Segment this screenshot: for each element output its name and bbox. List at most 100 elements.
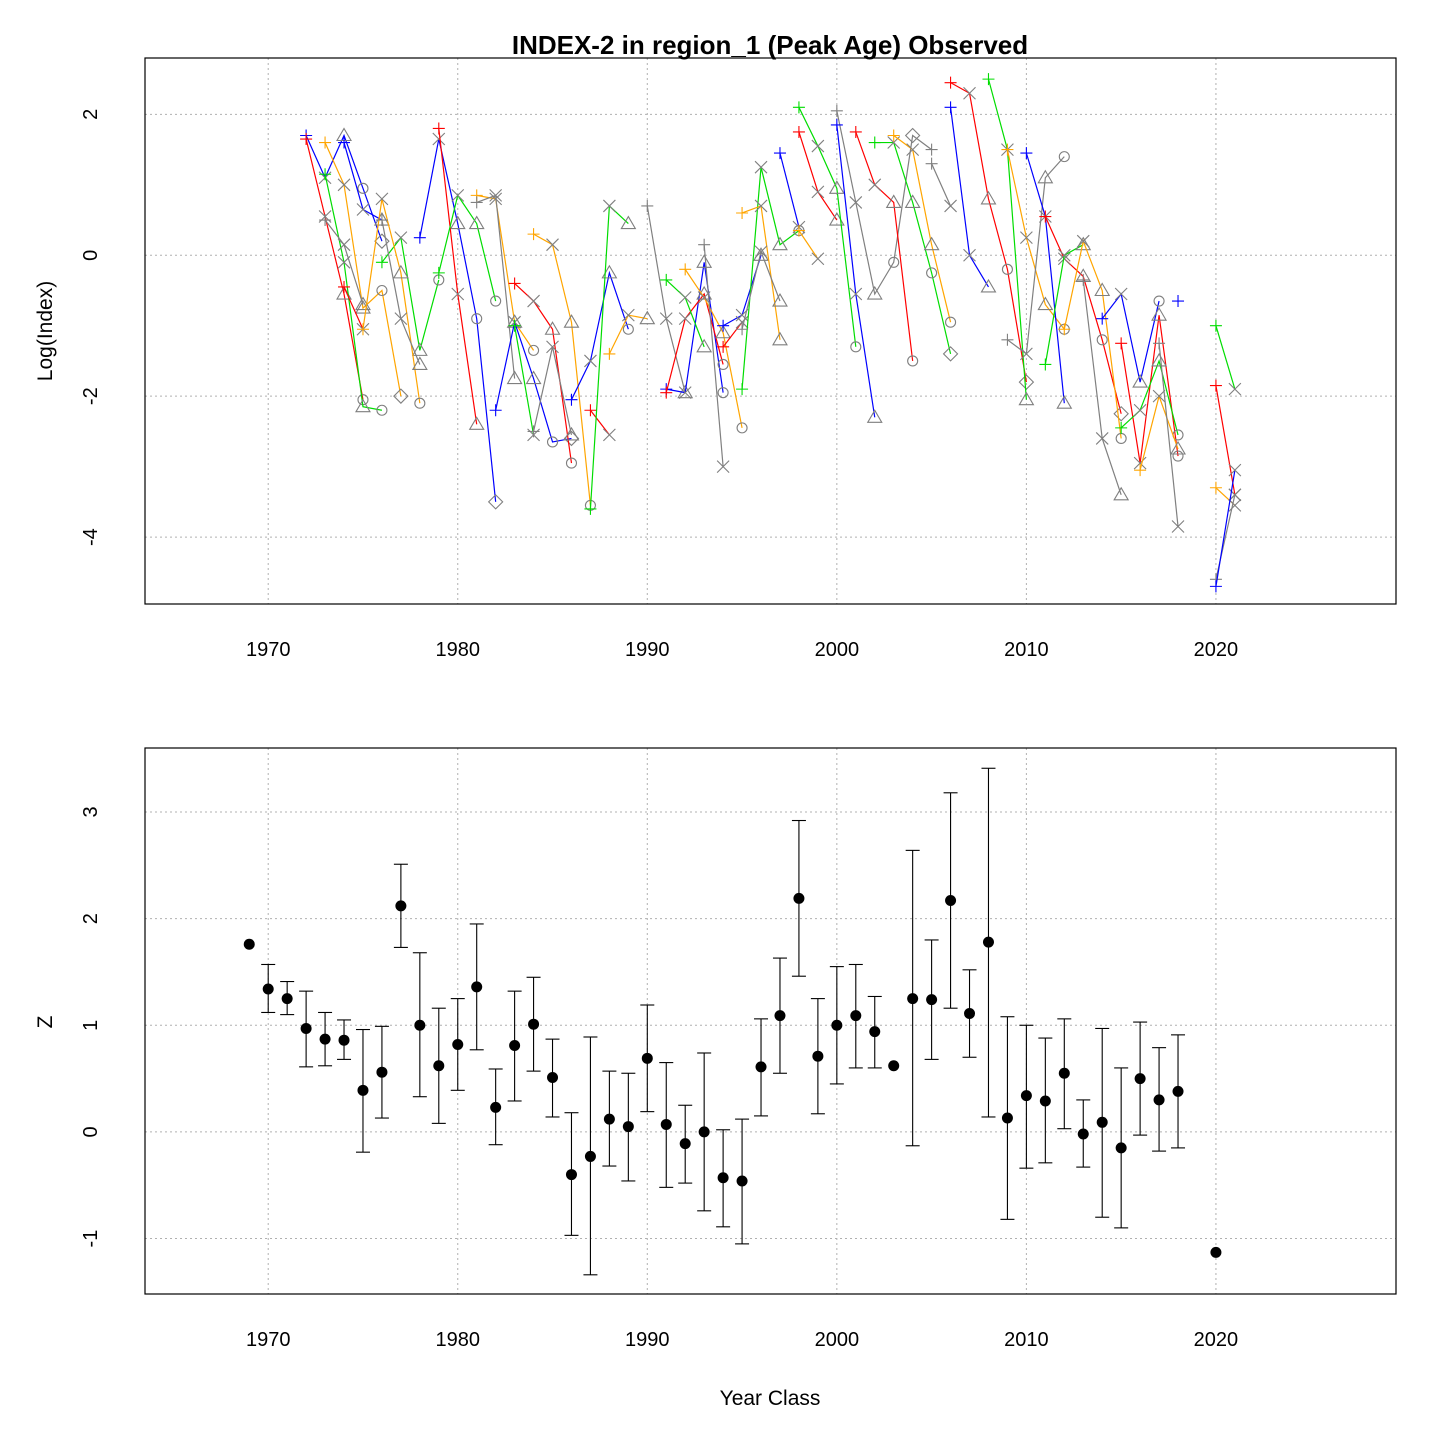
z-point xyxy=(452,1038,464,1050)
z-estimate xyxy=(754,1018,769,1117)
data-point-marker xyxy=(1114,287,1128,301)
data-point-marker xyxy=(1095,432,1109,445)
data-point-marker xyxy=(735,315,749,329)
data-point-marker xyxy=(792,101,805,114)
data-point-marker xyxy=(885,194,902,208)
cohort-line xyxy=(1139,394,1179,471)
cohort-line xyxy=(419,138,497,502)
data-point-marker xyxy=(1020,147,1033,160)
cohort-series xyxy=(527,228,596,511)
data-point-marker xyxy=(508,319,521,332)
top-x-tick-label: 2000 xyxy=(815,639,860,661)
data-point-marker xyxy=(506,370,523,385)
data-point-marker xyxy=(678,291,692,304)
cohort-series xyxy=(887,129,957,328)
data-point-marker xyxy=(584,354,597,368)
data-point-marker xyxy=(356,203,370,216)
data-point-marker xyxy=(1039,358,1052,371)
z-estimate xyxy=(299,990,314,1068)
data-point-marker xyxy=(1094,282,1111,297)
data-point-marker xyxy=(698,238,711,251)
data-point-marker xyxy=(1134,464,1147,477)
z-estimate xyxy=(450,998,465,1091)
data-point-marker xyxy=(1228,488,1242,502)
data-point-marker xyxy=(1096,334,1108,346)
data-point-marker xyxy=(392,264,409,279)
cohort-line xyxy=(1158,343,1179,527)
data-point-marker xyxy=(432,266,445,279)
data-point-marker xyxy=(622,323,634,335)
data-point-marker xyxy=(337,178,351,192)
z-point xyxy=(243,938,255,950)
z-estimate xyxy=(1210,1246,1222,1258)
bottom-y-tick-label: 3 xyxy=(80,806,102,817)
data-point-marker xyxy=(546,238,559,252)
data-point-marker xyxy=(659,312,673,326)
data-point-marker xyxy=(1058,323,1071,336)
cohort-series xyxy=(356,192,426,409)
cohort-series xyxy=(717,315,749,353)
data-point-marker xyxy=(678,312,692,326)
z-estimate xyxy=(1133,1021,1148,1136)
top-panel: INDEX-2 in region_1 (Peak Age) Observed … xyxy=(34,30,1397,661)
cohort-series xyxy=(1209,379,1242,502)
cohort-series xyxy=(679,263,748,434)
z-point xyxy=(433,1060,445,1072)
cohort-series xyxy=(375,231,445,356)
top-chart-title: INDEX-2 in region_1 (Peak Age) Observed xyxy=(512,30,1028,60)
bottom-plot-frame xyxy=(144,747,1397,1295)
data-point-marker xyxy=(356,323,369,336)
data-point-marker xyxy=(601,264,618,279)
data-point-marker xyxy=(811,185,825,199)
bottom-y-tick-label: 1 xyxy=(80,1020,102,1031)
data-point-marker xyxy=(411,342,428,356)
data-point-marker xyxy=(716,460,730,474)
data-point-marker xyxy=(754,160,768,174)
data-point-marker xyxy=(563,426,580,441)
cohort-line xyxy=(1082,279,1122,495)
data-point-marker xyxy=(487,494,504,510)
z-estimate xyxy=(1114,1067,1129,1229)
data-point-marker xyxy=(792,224,805,237)
data-point-marker xyxy=(1228,498,1242,512)
data-point-marker xyxy=(471,313,483,325)
data-point-marker xyxy=(1152,389,1166,403)
data-point-marker xyxy=(528,344,540,356)
z-point xyxy=(907,993,919,1005)
data-point-marker xyxy=(906,143,920,156)
data-point-marker xyxy=(1151,352,1168,367)
z-estimate xyxy=(829,966,844,1085)
cohort-series xyxy=(660,285,729,399)
data-point-marker xyxy=(489,188,503,202)
z-estimate xyxy=(943,792,958,1009)
cohort-line xyxy=(1007,156,1065,356)
data-point-marker xyxy=(1113,406,1129,422)
cohort-line xyxy=(1101,292,1160,383)
cohort-line xyxy=(836,110,932,296)
z-point xyxy=(850,1010,862,1022)
data-point-marker xyxy=(620,215,637,230)
z-point xyxy=(793,892,805,904)
z-estimate xyxy=(602,1070,617,1167)
data-point-marker xyxy=(449,215,466,230)
data-point-marker xyxy=(602,199,616,213)
cohort-line xyxy=(931,163,952,207)
bottom-y-tick-label: 2 xyxy=(80,913,102,924)
cohort-series xyxy=(830,118,883,423)
data-point-marker xyxy=(1056,395,1073,409)
cohort-series xyxy=(584,199,637,515)
data-point-marker xyxy=(1115,421,1128,434)
top-x-tick-label: 1990 xyxy=(625,639,670,661)
data-point-marker xyxy=(527,228,540,241)
cohort-line xyxy=(1215,325,1236,390)
cohort-series xyxy=(792,224,825,266)
data-point-marker xyxy=(904,194,921,208)
bottom-x-tick-label: 2010 xyxy=(1004,1329,1049,1351)
cohort-line xyxy=(305,133,383,242)
top-x-tick-label: 2010 xyxy=(1004,639,1049,661)
z-point xyxy=(641,1052,653,1064)
data-point-marker xyxy=(1001,143,1014,156)
data-point-marker xyxy=(868,136,881,149)
z-estimate xyxy=(621,1072,636,1182)
